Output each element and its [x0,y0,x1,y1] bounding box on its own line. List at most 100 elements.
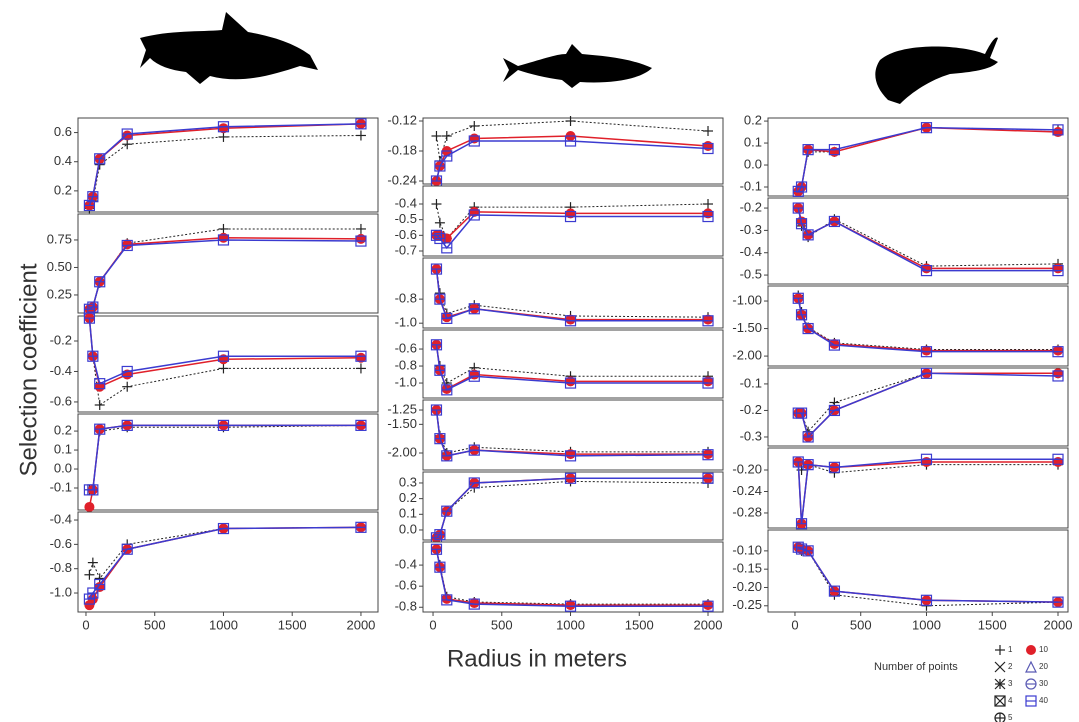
marker [920,122,933,134]
marker [430,339,443,351]
marker [94,153,106,165]
marker [921,345,932,356]
marker [441,242,453,254]
x-tick-label: 500 [144,617,166,632]
y-tick-label: -0.1 [50,479,72,494]
fish-icon [875,37,998,104]
y-tick-label: 0.1 [54,441,72,456]
marker-dot [1053,368,1064,379]
marker-dot [355,352,366,363]
marker [994,695,1006,707]
marker [802,322,814,335]
marker [1053,345,1064,356]
panel-frame [767,367,1069,447]
marker [468,209,480,221]
panel-frame [422,329,724,399]
series-line [435,203,709,240]
marker [1053,368,1064,379]
marker [355,363,366,374]
fish-icons [140,12,998,104]
panel-frame [77,315,379,413]
marker [217,419,230,431]
y-tick-label: -0.7 [395,242,417,257]
y-tick-label: -0.20 [732,579,762,594]
marker [795,518,808,530]
marker [217,350,230,362]
marker [121,239,133,252]
marker [94,399,105,410]
marker [468,135,480,147]
y-tick-label: 0.1 [744,134,762,149]
panel: -0.8 -0.6 -0.4 0 500 1000 1500 2000 [395,541,724,632]
marker [441,450,453,462]
marker [441,594,453,606]
panel: 0.00.10.20.3 [399,471,724,544]
y-tick-label: -0.4 [395,195,417,210]
marker [802,459,814,471]
marker [434,364,446,376]
marker [994,712,1006,722]
marker [94,378,106,390]
y-tick-label: -0.3 [740,428,762,443]
marker [921,456,932,467]
x-tick-label: 0 [429,617,436,632]
marker [1052,453,1064,465]
marker-dot [441,233,452,244]
y-tick-label: -0.15 [732,561,762,576]
y-tick-label: -0.4 [395,557,417,572]
y-tick-label: 0.2 [54,423,72,438]
marker [218,363,229,374]
y-tick-label: -0.20 [732,461,762,476]
y-tick-label: 0.0 [744,156,762,171]
marker [564,600,577,612]
marker [1052,346,1064,358]
marker-triangle [1025,660,1037,673]
marker [564,135,577,147]
marker [218,123,229,134]
marker [434,160,446,172]
marker [121,543,133,555]
marker [469,121,480,131]
x-tick-label: 1000 [556,617,585,632]
marker [87,350,99,362]
legend-label: 30 [1039,679,1048,688]
marker [792,185,804,197]
marker [431,199,442,210]
panel: 0.2 0.4 0.6 [54,117,379,214]
marker [1025,695,1037,707]
panel: -0.28 -0.24 -0.20 [732,447,1069,530]
fish-icon [503,44,652,88]
marker [828,585,841,597]
marker [434,217,445,228]
marker [122,381,133,392]
marker-dot [921,345,932,356]
marker [434,293,446,305]
series-line [797,298,1058,353]
marker [564,315,577,327]
y-tick-label: -0.1 [740,178,762,193]
marker [1052,124,1064,136]
marker [702,472,714,484]
y-tick-label: -0.6 [395,340,417,355]
marker-dot [1053,127,1064,138]
marker [430,404,443,416]
marker [468,444,480,456]
y-tick-label: -0.28 [732,504,762,519]
panel: -0.6 -0.4 -0.2 [50,312,379,413]
y-tick-label: -0.6 [50,393,72,408]
y-tick-label: -0.4 [740,244,762,259]
marker [217,121,230,133]
y-tick-label: -0.1 [740,375,762,390]
marker [703,126,714,136]
marker [355,419,367,431]
marker [441,505,453,517]
marker [920,367,933,379]
y-tick-label: -0.6 [50,536,72,551]
marker-stroke [994,661,1006,673]
marker [355,350,367,362]
marker [703,376,714,387]
marker [828,461,841,473]
y-tick-label: -0.24 [732,483,762,498]
marker [87,484,99,496]
y-tick-label: 0.2 [54,182,72,197]
